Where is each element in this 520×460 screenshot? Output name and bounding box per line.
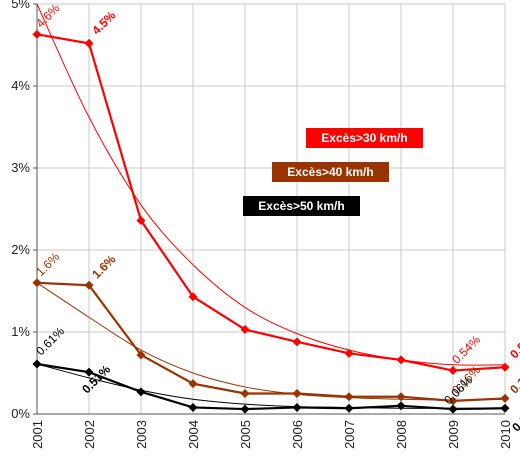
data-label: 4.5% bbox=[89, 8, 118, 37]
point-marker bbox=[396, 401, 406, 411]
point-marker bbox=[500, 362, 510, 372]
legend-box-1 bbox=[272, 162, 389, 182]
point-marker bbox=[188, 292, 198, 302]
point-marker bbox=[396, 392, 406, 402]
data-label: 0.61% bbox=[33, 324, 67, 358]
point-marker bbox=[448, 404, 458, 414]
point-marker bbox=[188, 402, 198, 412]
x-tick-label: 2009 bbox=[446, 420, 461, 449]
series-line-1 bbox=[36, 281, 506, 402]
point-marker bbox=[292, 337, 302, 347]
point-marker bbox=[136, 350, 146, 360]
data-label: 1.6% bbox=[33, 249, 62, 278]
point-marker bbox=[84, 280, 94, 290]
point-marker bbox=[136, 215, 146, 225]
point-marker bbox=[84, 367, 94, 377]
point-marker bbox=[344, 348, 354, 358]
x-tick-label: 2010 bbox=[498, 420, 513, 449]
y-axis: 0% 1% 2% 3% 4% 5% bbox=[11, 0, 38, 421]
y-tick-label: 3% bbox=[11, 160, 30, 175]
point-marker bbox=[292, 389, 302, 398]
point-marker bbox=[448, 396, 458, 406]
legend-label: Excès>50 km/h bbox=[258, 199, 344, 213]
y-tick-label: 1% bbox=[11, 324, 30, 339]
trend-line-0 bbox=[36, 3, 506, 366]
point-marker bbox=[240, 389, 250, 398]
point-marker bbox=[32, 278, 42, 288]
legend: Excès>30 km/h Excès>40 km/h Excès>50 km/h bbox=[243, 128, 423, 216]
series-line-2 bbox=[36, 362, 506, 411]
point-marker bbox=[32, 29, 42, 39]
y-tick-label: 4% bbox=[11, 78, 30, 93]
series-line-0 bbox=[36, 33, 506, 372]
y-tick-label: 2% bbox=[11, 242, 30, 257]
legend-label: Excès>40 km/h bbox=[287, 165, 373, 179]
series-lines bbox=[32, 29, 510, 414]
data-label: 1.6% bbox=[89, 252, 118, 281]
x-tick-label: 2005 bbox=[238, 420, 253, 449]
point-marker bbox=[500, 403, 510, 413]
x-tick-label: 2004 bbox=[186, 420, 201, 449]
point-marker bbox=[84, 38, 94, 48]
point-marker bbox=[240, 404, 250, 414]
point-marker bbox=[448, 366, 458, 376]
point-marker bbox=[136, 387, 146, 397]
data-label: 0.54% bbox=[449, 332, 483, 366]
legend-box-0 bbox=[306, 128, 423, 148]
y-tick-label: 5% bbox=[11, 0, 30, 11]
point-marker bbox=[344, 403, 354, 413]
point-marker bbox=[240, 325, 250, 335]
data-label: 0.57% bbox=[507, 327, 520, 361]
x-tick-label: 2008 bbox=[394, 420, 409, 449]
x-tick-label: 2007 bbox=[342, 420, 357, 449]
point-marker bbox=[32, 359, 42, 369]
point-marker bbox=[396, 355, 406, 365]
x-tick-label: 2006 bbox=[290, 420, 305, 449]
y-tick-label: 0% bbox=[11, 406, 30, 421]
point-marker bbox=[344, 392, 354, 402]
legend-label: Excès>30 km/h bbox=[321, 131, 407, 145]
point-marker bbox=[188, 379, 198, 389]
x-tick-label: 2003 bbox=[134, 420, 149, 449]
legend-box-2 bbox=[243, 196, 360, 216]
point-marker bbox=[292, 402, 302, 412]
point-marker bbox=[500, 393, 510, 403]
x-tick-label: 2002 bbox=[82, 420, 97, 449]
x-axis: 2001 2002 2003 2004 2005 2006 2007 2008 2009 2010 bbox=[30, 413, 513, 449]
x-tick-label: 2001 bbox=[30, 420, 45, 449]
